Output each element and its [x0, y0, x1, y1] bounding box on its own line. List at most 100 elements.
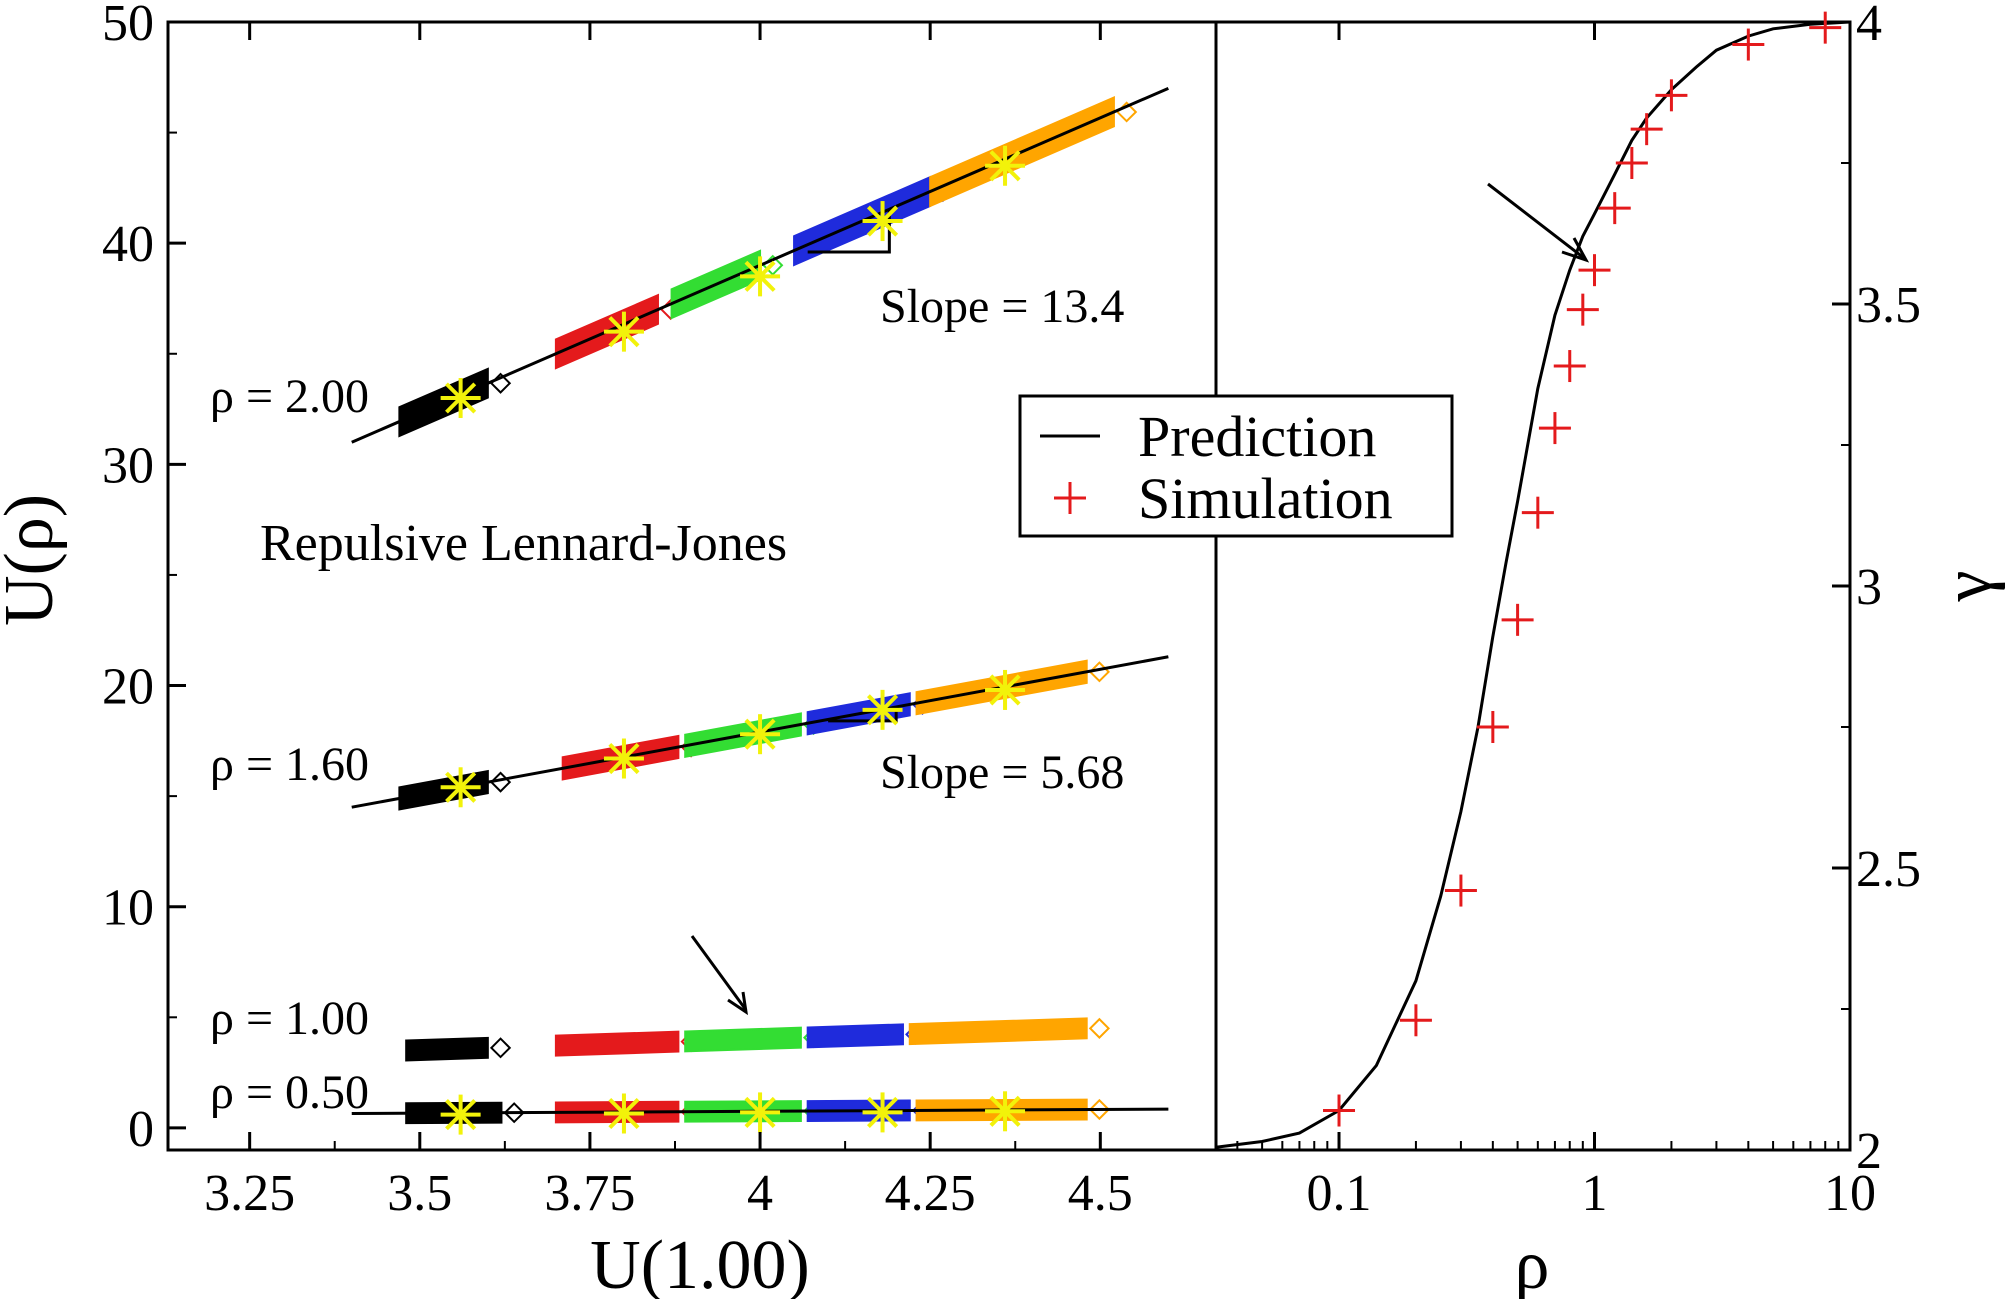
right-y-tick-label: 3	[1856, 559, 1882, 616]
star-stroke	[744, 718, 776, 750]
star-marker	[862, 689, 903, 730]
star-stroke	[608, 742, 640, 775]
simulation-marker	[1630, 113, 1663, 146]
slope-triangle	[807, 209, 891, 254]
left-y-tick-label: 20	[102, 659, 154, 716]
right-axis-ticks: 0.1 1 102 2.5 3 3.5 4	[1236, 0, 1921, 1222]
star-marker	[603, 738, 644, 779]
simulation-marker	[1615, 147, 1648, 179]
data-band-red	[554, 1030, 680, 1057]
left-plot-data	[351, 86, 1169, 1135]
data-marker-orange	[1088, 1098, 1111, 1121]
star-marker	[985, 145, 1026, 186]
star-stroke	[744, 260, 776, 292]
data-marker-orange	[1088, 1017, 1111, 1039]
legend: Prediction Simulation	[1018, 394, 1454, 538]
star-stroke	[866, 1096, 899, 1128]
left-arrow	[690, 935, 748, 1016]
star-marker	[985, 1091, 1026, 1132]
left-x-tick-label: 4.5	[1068, 1165, 1133, 1222]
slope-high-label: Slope = 13.4	[880, 280, 1124, 333]
star-marker	[440, 1094, 481, 1135]
left-y-tick-label: 50	[102, 0, 154, 52]
data-band-orange	[908, 1017, 1088, 1046]
star-stroke	[866, 205, 899, 237]
simulation-marker	[1501, 603, 1534, 636]
star-marker	[985, 669, 1026, 710]
star-marker	[740, 1092, 781, 1133]
left-y-tick-label: 40	[102, 216, 154, 273]
right-y-tick-label: 4	[1856, 0, 1882, 52]
left-y-tick-label: 10	[102, 880, 154, 937]
star-marker	[862, 201, 903, 242]
rho-label-1-60: ρ = 1.60	[210, 738, 369, 791]
right-plot-data	[1215, 11, 1851, 1149]
star-marker	[603, 1093, 644, 1134]
right-x-tick-label: 1	[1582, 1165, 1608, 1222]
star-stroke	[445, 1099, 477, 1131]
star-stroke	[608, 316, 640, 348]
right-y-tick-label: 2	[1856, 1123, 1882, 1180]
star-marker	[740, 256, 781, 297]
star-marker	[440, 378, 481, 418]
right-y-tick-label: 3.5	[1856, 277, 1921, 334]
left-y-axis-title: U(ρ)	[0, 494, 68, 626]
left-plot-frame	[166, 20, 1218, 1152]
left-y-tick-label: 0	[128, 1101, 154, 1158]
right-arrow	[1487, 182, 1590, 263]
legend-simulation-swatch	[1054, 482, 1086, 514]
legend-box	[1018, 394, 1454, 538]
right-panel: 0.1 1 102 2.5 3 3.5 4 ρ γ Prediction Simulatio…	[1018, 0, 2006, 1299]
legend-prediction-label: Prediction	[1138, 404, 1376, 469]
prediction-curve	[1215, 20, 1851, 1149]
simulation-marker	[1399, 1004, 1432, 1037]
star-stroke	[989, 674, 1021, 706]
rho-label-1-00: ρ = 1.00	[210, 992, 369, 1045]
data-band-green	[684, 1026, 802, 1053]
data-marker-black	[503, 1102, 525, 1124]
simulation-marker	[1521, 496, 1554, 529]
data-band-blue	[806, 1023, 904, 1049]
left-y-tick-label: 30	[102, 437, 154, 494]
simulation-marker	[1732, 28, 1765, 61]
star-marker	[440, 767, 481, 808]
right-x-tick-label: 0.1	[1307, 1165, 1372, 1222]
star-stroke	[744, 1096, 776, 1128]
star-stroke	[989, 1095, 1021, 1127]
star-stroke	[445, 382, 477, 414]
legend-simulation-label: Simulation	[1138, 466, 1393, 531]
simulation-marker	[1578, 254, 1611, 287]
left-x-tick-label: 4	[747, 1165, 773, 1222]
simulation-marker	[1598, 192, 1631, 225]
star-stroke	[608, 1097, 640, 1130]
simulation-marker	[1809, 11, 1842, 44]
right-y-axis-title: γ	[1929, 571, 2006, 603]
simulation-marker	[1655, 79, 1688, 112]
star-marker	[603, 311, 644, 352]
star-stroke	[866, 694, 899, 726]
right-plot-frame	[1214, 20, 1852, 1152]
simulation-marker	[1566, 293, 1599, 326]
left-x-tick-label: 3.75	[544, 1165, 635, 1222]
right-x-axis-title: ρ	[1515, 1227, 1550, 1299]
left-x-axis-title: U(1.00)	[590, 1227, 810, 1299]
star-marker	[862, 1092, 903, 1133]
simulation-marker	[1323, 1094, 1356, 1127]
slope-mid-label: Slope = 5.68	[880, 746, 1124, 799]
left-x-tick-label: 4.25	[885, 1165, 976, 1222]
left-panel: 3.25 3.5 3.75 4 4.25 4.5 0 10 20 30 40 50 U(1.00) U…	[0, 0, 1218, 1299]
simulation-marker	[1538, 412, 1571, 445]
data-marker-black	[489, 1037, 512, 1059]
rho-label-2-00: ρ = 2.00	[210, 370, 369, 423]
right-y-tick-label: 2.5	[1856, 841, 1921, 898]
data-band-black	[405, 1036, 489, 1062]
left-axis-ticks: 3.25 3.5 3.75 4 4.25 4.5 0 10 20 30 40 50	[102, 0, 1133, 1222]
simulation-marker	[1476, 711, 1509, 743]
left-x-tick-label: 3.5	[387, 1165, 452, 1222]
simulation-marker	[1444, 874, 1477, 907]
left-x-tick-label: 3.25	[204, 1165, 295, 1222]
repulsive-lj-label: Repulsive Lennard-Jones	[260, 515, 787, 572]
simulation-marker	[1553, 350, 1586, 383]
right-x-tick-label: 10	[1824, 1165, 1876, 1222]
